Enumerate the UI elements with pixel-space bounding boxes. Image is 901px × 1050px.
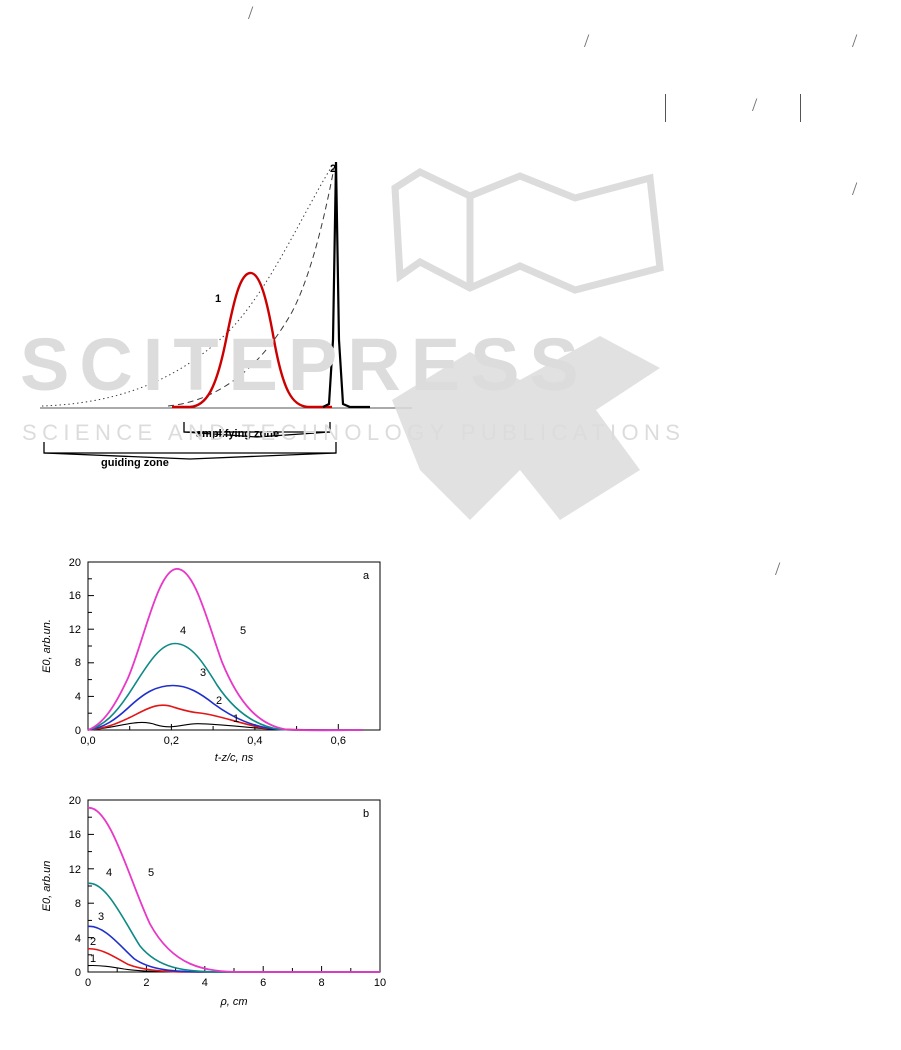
- chart-panel-a: 0 4 8 12 16 20 0,0 0,2 0,4 0,6 t-z/c, ns…: [41, 557, 381, 764]
- plot-b-label-5: 5: [148, 867, 154, 879]
- dotted-envelope: [41, 165, 333, 407]
- plot-b-xtick-0: 0: [85, 977, 91, 989]
- plot-b-label-1: 1: [90, 953, 96, 965]
- plot-b-ylabel: E0, arb.un: [41, 861, 53, 912]
- plot-b-label-3: 3: [98, 911, 104, 923]
- plot-b-ytick-4: 4: [75, 933, 81, 945]
- plot-b-xtick-2: 2: [143, 977, 149, 989]
- plot-a-label-1: 1: [233, 713, 239, 725]
- schematic-label-2: 2: [330, 163, 337, 175]
- plot-a-ytick-16: 16: [69, 590, 81, 602]
- artifact-slash-5: /: [852, 179, 858, 200]
- plot-a-ytick-4: 4: [75, 691, 81, 703]
- plot-b-series-3: [87, 925, 380, 973]
- guiding-zone-bracket: [43, 442, 337, 454]
- plot-a-ytick-20: 20: [69, 557, 81, 569]
- plot-b-ytick-8: 8: [75, 898, 81, 910]
- chart-panel-b: 0 4 8 12 16 20 0 2 4 6 8 10 ρ, cm E0, ar…: [41, 795, 386, 1008]
- plot-a-ytick-8: 8: [75, 657, 81, 669]
- plot-b-xtick-4: 4: [202, 977, 208, 989]
- plot-a-label-2: 2: [216, 695, 222, 707]
- plot-a-ylabel: E0, arb.un.: [41, 619, 53, 673]
- plot-a-y-ticks: [88, 561, 94, 731]
- plot-a-panel-letter: a: [363, 570, 370, 582]
- plot-b-xtick-8: 8: [319, 977, 325, 989]
- plot-b-panel-letter: b: [363, 808, 369, 820]
- dashed-envelope: [167, 167, 335, 407]
- plot-a-ytick-0: 0: [75, 725, 81, 737]
- amplifying-zone-bracket: [183, 422, 331, 433]
- plot-a-xtick-0: 0,0: [80, 735, 95, 747]
- plot-a-label-5: 5: [240, 625, 246, 637]
- plot-a-xtick-3: 0,6: [331, 735, 346, 747]
- pulse-curve-2: [322, 161, 370, 409]
- artifact-bar-2: [800, 94, 801, 122]
- artifact-slash-4: /: [752, 95, 758, 116]
- guiding-zone-label: guiding zone: [101, 457, 169, 469]
- plot-b-ytick-0: 0: [75, 967, 81, 979]
- artifact-slash-2: /: [584, 31, 590, 52]
- plot-b-series-4: [87, 882, 380, 973]
- plot-b-xlabel: ρ, cm: [219, 996, 247, 1008]
- plot-b-frame: [87, 799, 381, 973]
- schematic-figure: [40, 161, 412, 460]
- artifact-slash-3: /: [852, 31, 858, 52]
- plot-b-ytick-16: 16: [69, 829, 81, 841]
- plot-b-ytick-20: 20: [69, 795, 81, 807]
- plot-b-xtick-10: 10: [374, 977, 386, 989]
- plot-a-ytick-12: 12: [69, 624, 81, 636]
- pulse-curve-1: [189, 271, 309, 409]
- schematic-label-1: 1: [215, 293, 222, 305]
- plot-a-series-5: [87, 567, 364, 732]
- artifact-bar-1: [665, 94, 666, 122]
- plot-a-xtick-1: 0,2: [164, 735, 179, 747]
- plot-b-xtick-6: 6: [260, 977, 266, 989]
- artifact-slash-6: /: [775, 559, 781, 580]
- plot-b-series-5: [87, 806, 380, 973]
- plot-b-ytick-12: 12: [69, 864, 81, 876]
- plot-b-label-2: 2: [90, 936, 96, 948]
- plot-a-xlabel: t-z/c, ns: [215, 752, 254, 764]
- plot-b-y-ticks: [88, 799, 94, 973]
- plot-a-label-4: 4: [180, 625, 186, 637]
- plot-a-label-3: 3: [200, 667, 206, 679]
- plot-a-xtick-2: 0,4: [247, 735, 262, 747]
- plot-b-label-4: 4: [106, 867, 112, 879]
- artifact-slash-1: /: [248, 3, 254, 24]
